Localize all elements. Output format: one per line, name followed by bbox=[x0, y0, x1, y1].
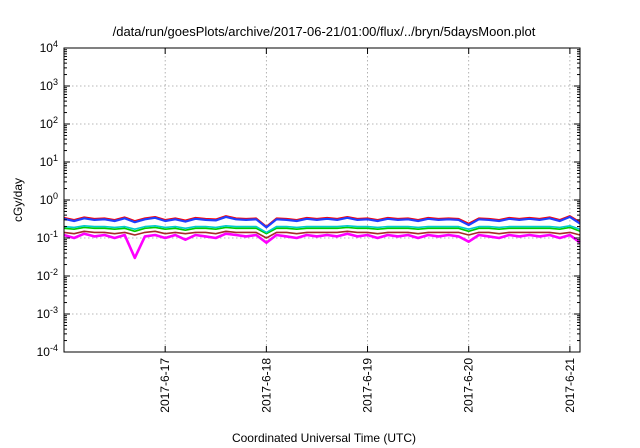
y-tick-label: 100 bbox=[40, 191, 58, 207]
y-tick-label: 104 bbox=[40, 39, 58, 55]
data-series bbox=[63, 215, 581, 260]
x-axis-ticks: 2017-6-17 2017-6-18 2017-6-19 2017-6-20 2017… bbox=[158, 48, 577, 413]
series-line bbox=[63, 225, 581, 234]
x-axis-label: Coordinated Universal Time (UTC) bbox=[232, 431, 416, 445]
series-line bbox=[63, 215, 581, 229]
x-tick-label: 2017-6-21 bbox=[563, 358, 577, 413]
series-line bbox=[63, 226, 581, 235]
series-line bbox=[63, 232, 581, 260]
series-line bbox=[63, 230, 581, 239]
y-tick-label: 10-4 bbox=[37, 343, 58, 359]
y-axis-label: cGy/day bbox=[11, 178, 25, 222]
y-tick-label: 103 bbox=[40, 77, 58, 93]
y-tick-label: 10-3 bbox=[37, 305, 58, 321]
grid-lines bbox=[64, 48, 580, 352]
x-tick-label: 2017-6-17 bbox=[158, 358, 172, 413]
y-tick-label: 101 bbox=[40, 153, 58, 169]
y-axis-ticks: 10-4 10-3 10-2 10-1 100 101 102 103 104 bbox=[37, 39, 580, 359]
x-tick-label: 2017-6-20 bbox=[462, 358, 476, 413]
y-tick-label: 102 bbox=[40, 115, 58, 131]
y-tick-label: 10-2 bbox=[37, 267, 58, 283]
y-tick-label: 10-1 bbox=[37, 229, 58, 245]
chart-title: /data/run/goesPlots/archive/2017-06-21/0… bbox=[113, 24, 536, 39]
x-tick-label: 2017-6-19 bbox=[361, 358, 375, 413]
x-tick-label: 2017-6-18 bbox=[259, 358, 273, 413]
